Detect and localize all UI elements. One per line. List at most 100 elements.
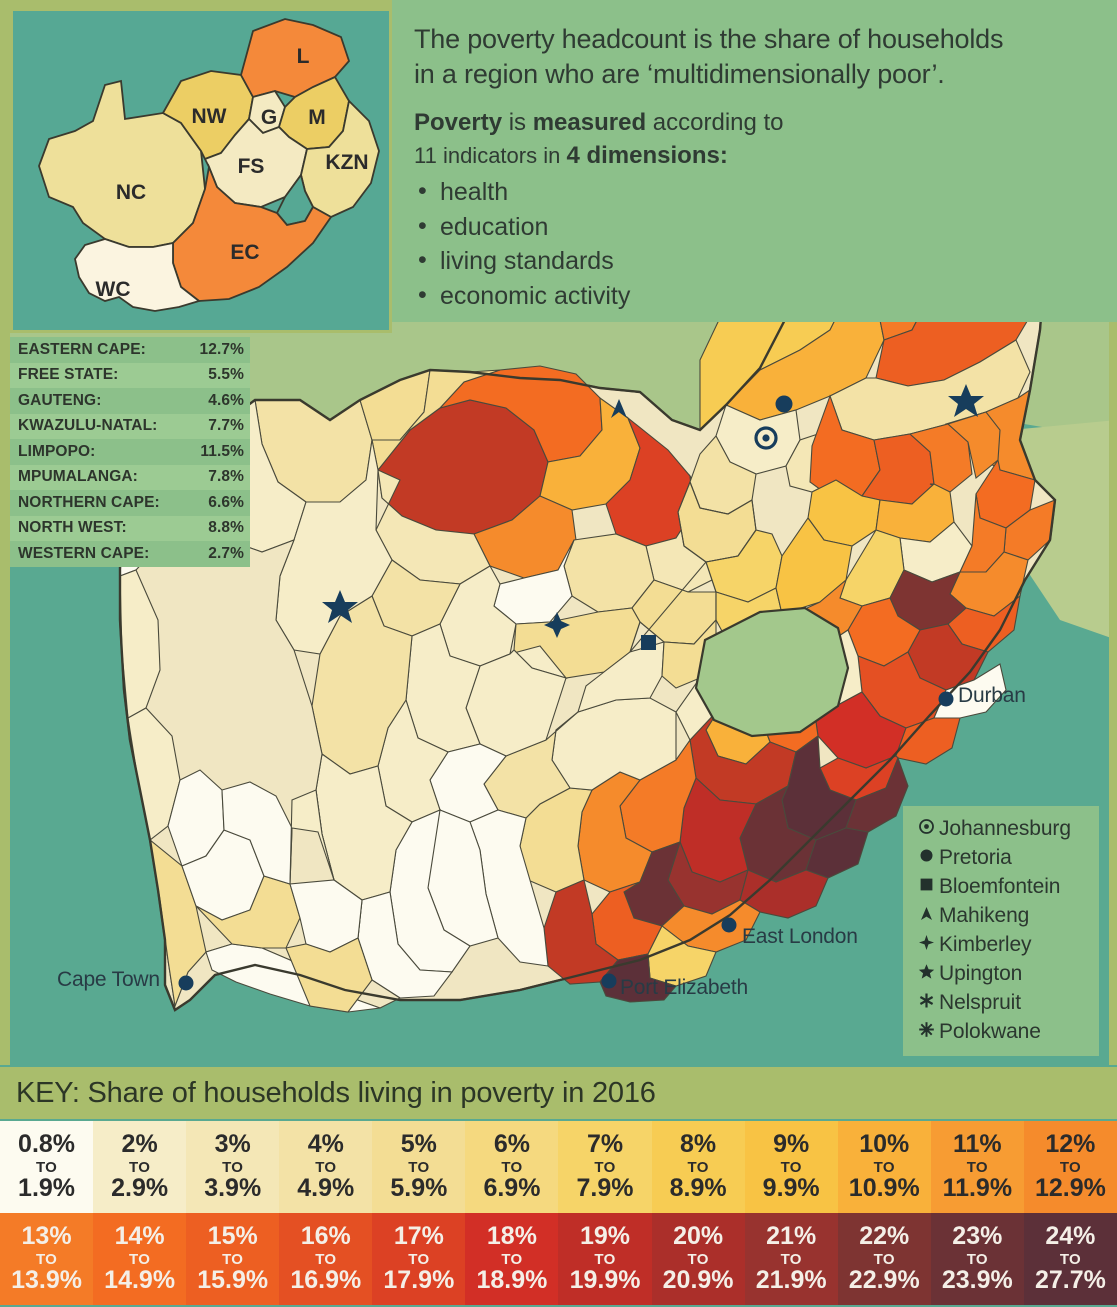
key-bin-swatch: 4% TO 4.9% (279, 1121, 373, 1213)
cape-town-dot (178, 975, 194, 991)
city-legend-label: Nelspruit (939, 990, 1021, 1014)
key-bin-swatch: 22% TO 22.9% (837, 1213, 931, 1305)
key-bin-min: 19% (579, 1222, 631, 1251)
key-bin-max: 15.9% (197, 1266, 269, 1295)
key-bin-min: 15% (207, 1222, 258, 1251)
kimberley-marker (544, 612, 570, 638)
city-legend-label: Kimberley (939, 932, 1032, 956)
key-bin-min: 3% (214, 1130, 251, 1159)
key-bin-to: TO (35, 1250, 58, 1268)
info-lead-line2: in a region who are ‘multidimensionally … (414, 58, 945, 89)
key-bin-swatch: 18% TO 18.9% (465, 1213, 559, 1305)
province-name: NORTHERN CAPE: (18, 493, 160, 511)
key-bin-max: 22.9% (848, 1266, 920, 1295)
key-bin-min: 8% (680, 1130, 717, 1159)
key-bin-swatch: 5% TO 5.9% (372, 1121, 466, 1213)
key-bin-to: TO (873, 1158, 895, 1176)
key-bin-max: 18.9% (476, 1266, 548, 1295)
key-bin-to: TO (315, 1250, 337, 1268)
list-item: Nelspruit (913, 988, 1093, 1017)
province-name: GAUTENG: (18, 391, 102, 409)
bullet-education: education (418, 209, 1093, 245)
upington-marker-secondary (948, 384, 984, 417)
list-item: Mahikeng (913, 901, 1093, 930)
inset-label-wc: WC (96, 278, 131, 301)
key-bin-swatch: 7% TO 7.9% (558, 1121, 652, 1213)
info-indicators-line: 11 indicators in 4 dimensions: (414, 140, 1093, 171)
key-bin-to: TO (966, 1250, 988, 1268)
key-bin-min: 16% (300, 1222, 351, 1251)
info-sub-according: according to (646, 109, 784, 137)
list-item: Pretoria (913, 843, 1093, 872)
key-bin-max: 5.9% (390, 1174, 448, 1203)
key-bin-max: 2.9% (111, 1174, 169, 1203)
info-panel: The poverty headcount is the share of ho… (392, 0, 1117, 322)
key-bin-max: 9.9% (762, 1174, 820, 1203)
map-label-cape-town: Cape Town (57, 968, 160, 991)
key-bin-max: 1.9% (18, 1174, 76, 1203)
key-bin-min: 21% (766, 1222, 817, 1251)
bloemfontein-marker (641, 635, 656, 650)
east-london-dot (721, 917, 737, 933)
key-bin-to: TO (501, 1250, 523, 1268)
lesotho-outline (694, 606, 850, 738)
city-marker-legend: Johannesburg Pretoria Bloemfontein Mahik… (903, 806, 1099, 1056)
inset-label-kzn: KZN (325, 151, 368, 174)
inset-label-m: M (308, 106, 326, 129)
key-bin-max: 20.9% (662, 1266, 734, 1295)
list-item: Upington (913, 959, 1093, 988)
key-bin-to: TO (966, 1158, 988, 1176)
info-sub-line: Poverty is measured according to (414, 107, 1093, 138)
key-bin-to: TO (408, 1250, 430, 1268)
key-bin-swatch: 6% TO 6.9% (465, 1121, 559, 1213)
key-bin-to: TO (594, 1158, 616, 1176)
city-legend-label: Pretoria (939, 845, 1012, 869)
bullet-living-standards: living standards (418, 243, 1093, 279)
key-bin-min: 0.8% (18, 1130, 76, 1159)
key-bin-max: 6.9% (483, 1174, 541, 1203)
map-label-east-london: East London (742, 925, 858, 948)
key-bin-swatch: 3% TO 3.9% (186, 1121, 280, 1213)
bullet-health: health (418, 174, 1093, 210)
key-bin-to: TO (315, 1158, 337, 1176)
nelspruit-icon (913, 992, 939, 1013)
province-name: EASTERN CAPE: (18, 340, 146, 358)
key-bin-to: TO (873, 1250, 895, 1268)
key-bin-max: 16.9% (290, 1266, 362, 1295)
key-bin-max: 19.9% (569, 1266, 641, 1295)
johannesburg-marker (754, 426, 778, 450)
province-name: LIMPOPO: (18, 442, 96, 460)
info-sub-poverty: Poverty (414, 109, 503, 137)
key-bin-swatch: 24% TO 27.7% (1023, 1213, 1117, 1305)
key-bin-min: 10% (859, 1130, 910, 1159)
province-value: 6.6% (208, 493, 244, 511)
key-bin-max: 11.9% (942, 1174, 1013, 1203)
johannesburg-icon (913, 818, 939, 839)
key-bin-max: 27.7% (1034, 1266, 1106, 1295)
key-bin-to: TO (129, 1250, 151, 1268)
polokwane-icon (913, 1021, 939, 1042)
table-row: EASTERN CAPE: 12.7% (10, 337, 250, 363)
mahikeng-icon (913, 905, 939, 926)
key-row-low: 0.8% TO 1.9% 2% TO 2.9% 3% TO 3.9% 4% TO 4.9% 5% TO 5.… (0, 1121, 1117, 1213)
key-bin-swatch: 20% TO 20.9% (651, 1213, 745, 1305)
key-bin-min: 9% (773, 1130, 810, 1159)
inset-label-l: L (297, 45, 310, 68)
province-name: FREE STATE: (18, 366, 119, 384)
key-bin-min: 5% (400, 1130, 437, 1159)
pretoria-icon (913, 847, 939, 868)
key-bin-max: 23.9% (941, 1266, 1013, 1295)
map-label-port-elizabeth: Port Elizabeth (620, 976, 748, 999)
key-bin-min: 12% (1045, 1130, 1096, 1159)
key-bin-swatch: 19% TO 19.9% (558, 1213, 652, 1305)
info-indicators-count: 11 indicators in (414, 143, 567, 169)
key-bin-max: 12.9% (1034, 1174, 1106, 1203)
key-bin-min: 11% (952, 1130, 1002, 1159)
info-sub-measured: measured (532, 109, 647, 137)
key-bin-to: TO (780, 1250, 802, 1268)
inset-province-wc (74, 238, 201, 312)
key-bin-min: 24% (1045, 1222, 1096, 1251)
port-elizabeth-dot (601, 973, 617, 989)
durban-dot (938, 691, 954, 707)
